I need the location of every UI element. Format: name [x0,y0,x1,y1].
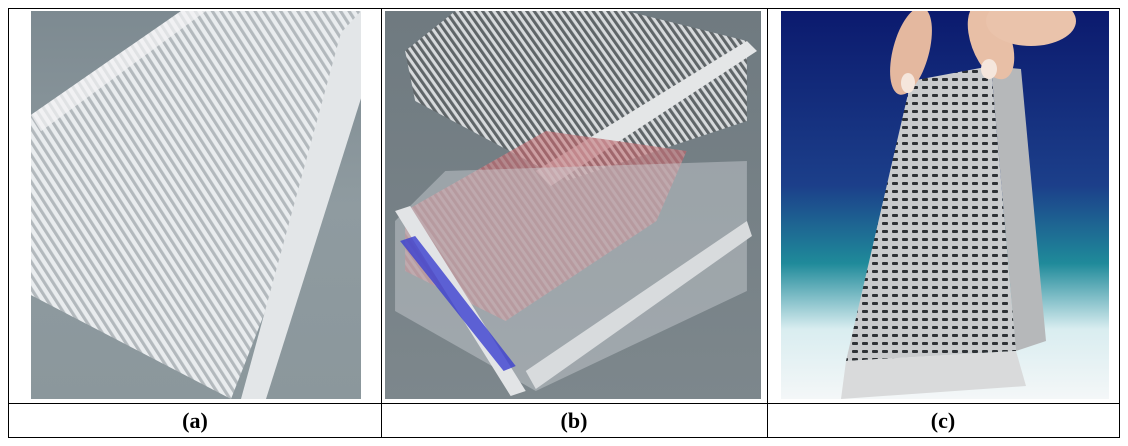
panel-b: (b) [381,9,768,437]
panel-c-label: (c) [930,408,956,433]
corrugated-fin-plate-image [31,11,361,399]
panel-a-label: (a) [182,408,208,433]
panel-a-image [31,11,361,399]
caption-divider-a [9,403,381,404]
caption-divider-c [767,403,1119,404]
figure-grid: (a) [8,8,1120,438]
panel-a: (a) [9,9,382,437]
exploded-heat-exchanger-image [385,11,761,399]
panel-b-image [385,11,761,399]
stacked-core-photo [781,11,1109,399]
panel-c-image [781,11,1109,399]
panel-b-label: (b) [560,408,588,433]
panel-c: (c) [767,9,1119,437]
caption-divider-b [381,403,767,404]
